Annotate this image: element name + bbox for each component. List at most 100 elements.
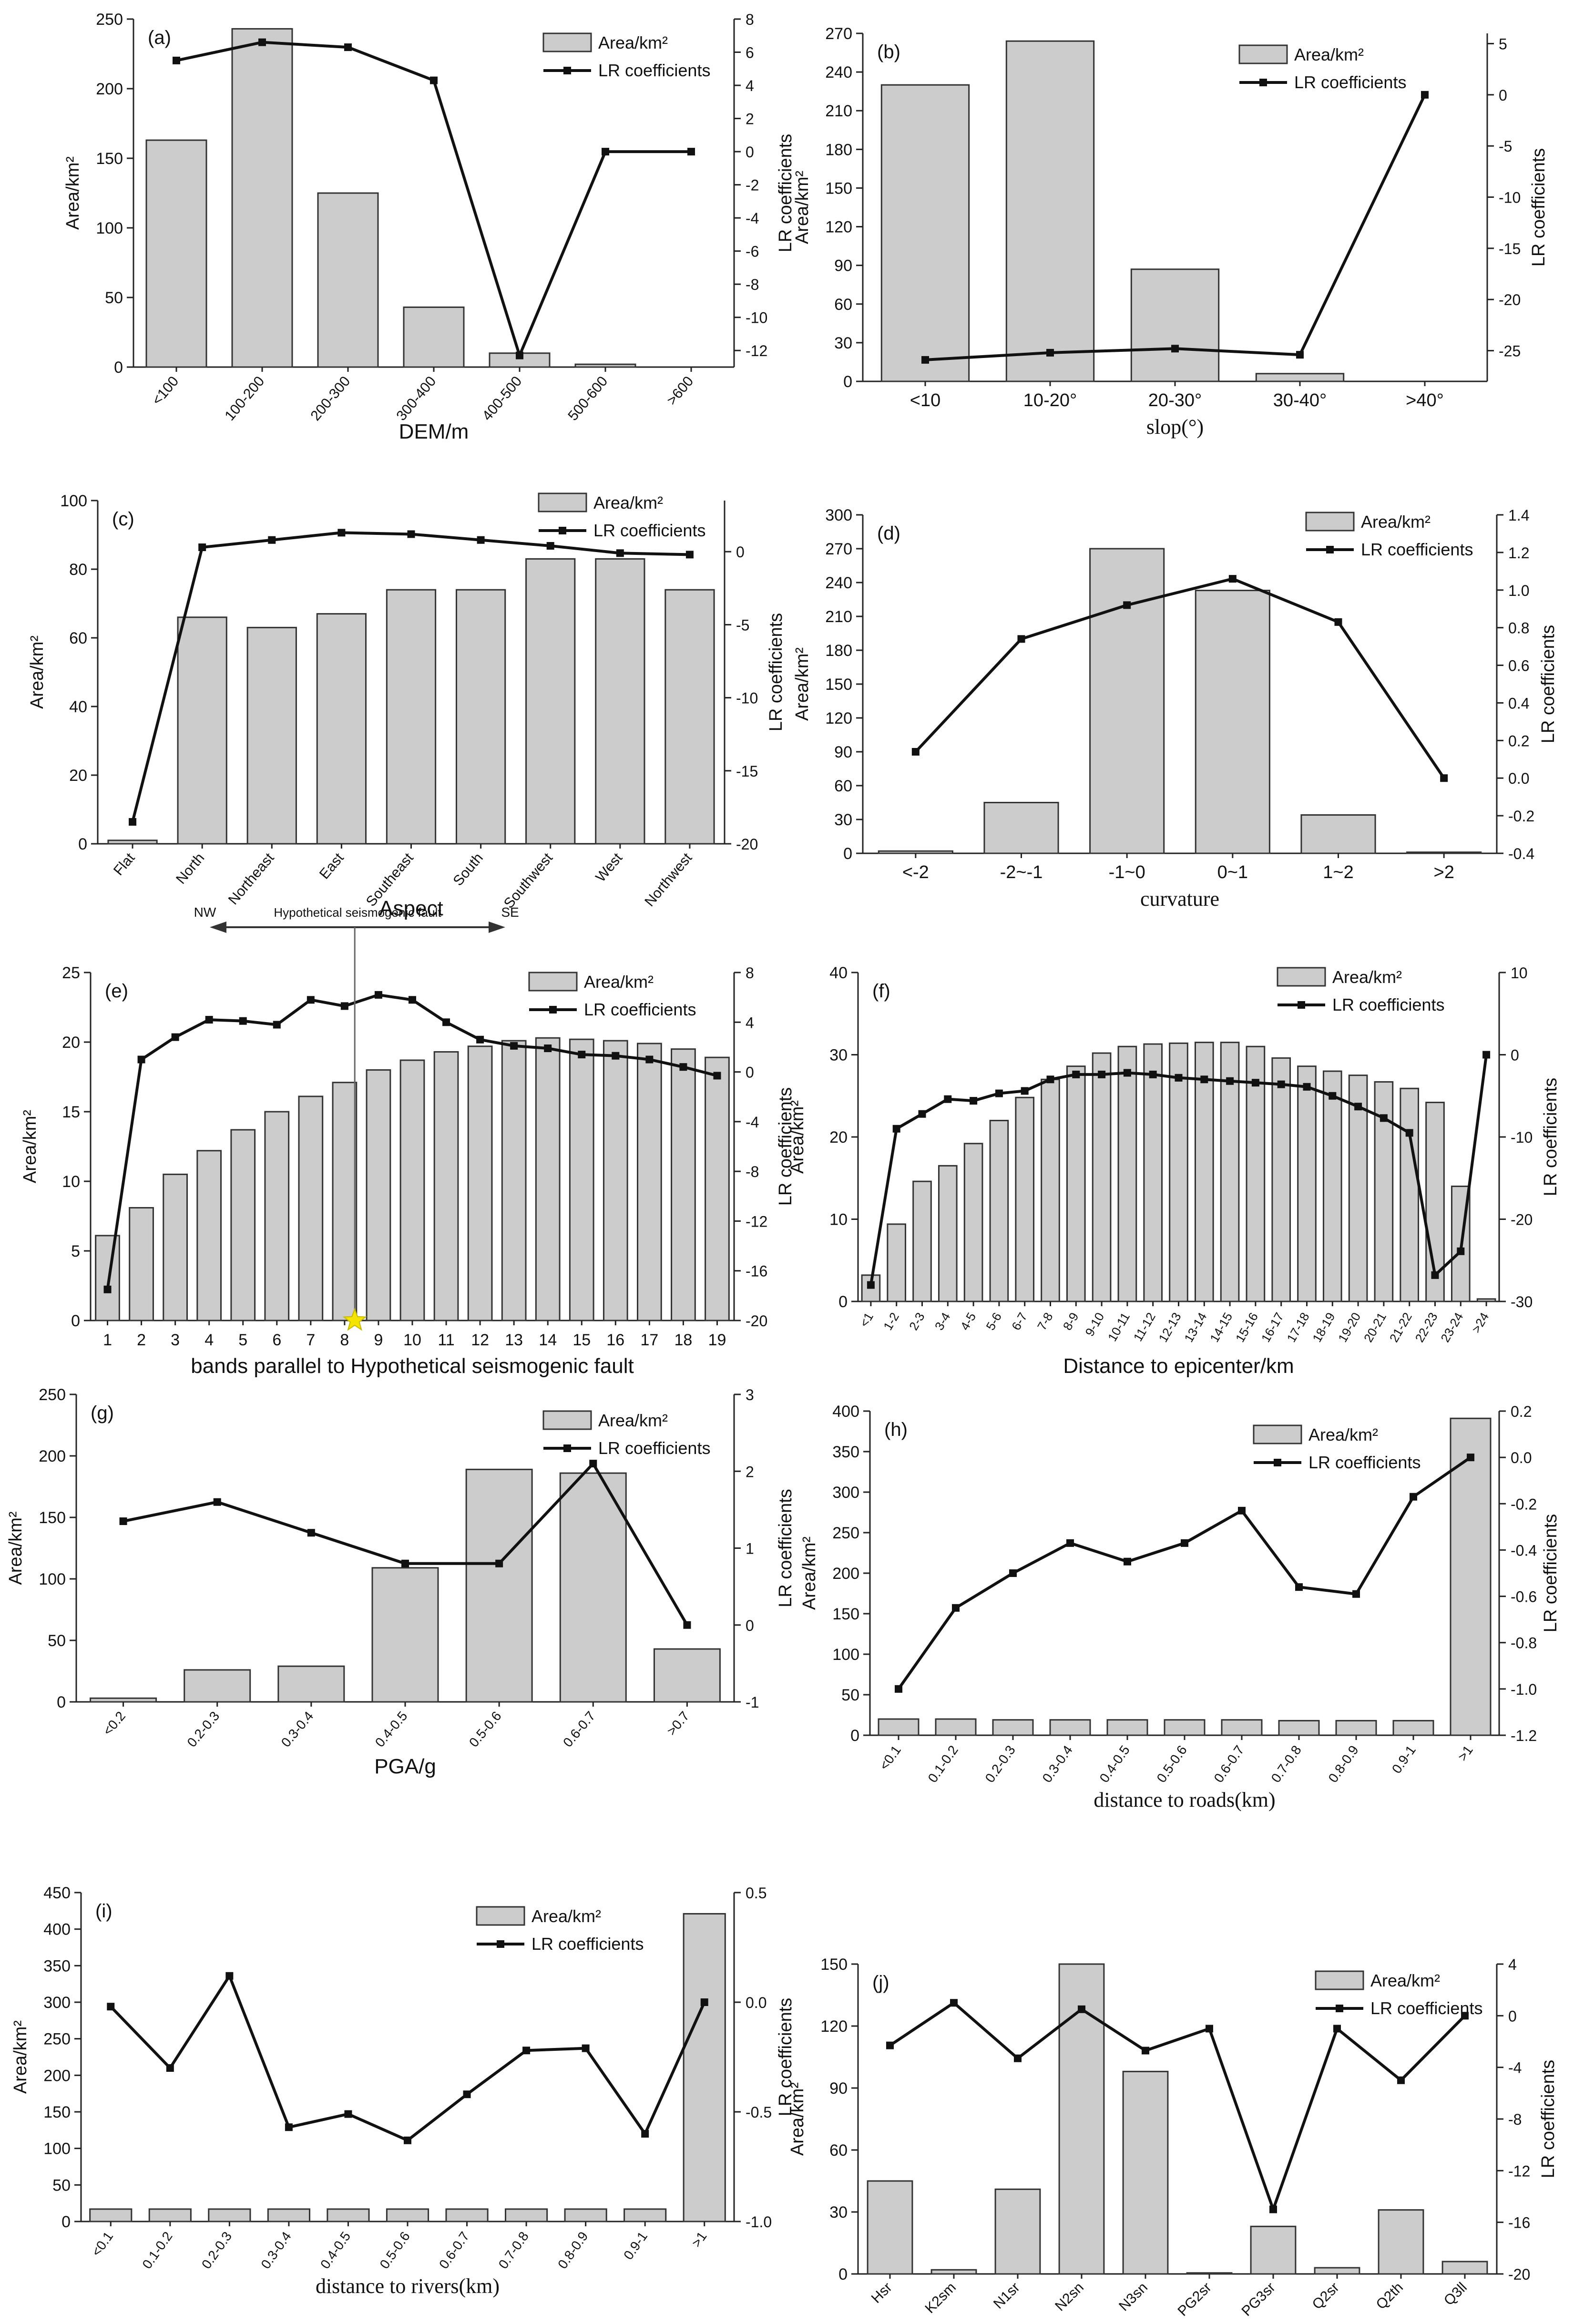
x-tick-label: 7-8: [1034, 1310, 1056, 1333]
x-axis-label: slop(°): [1146, 415, 1204, 439]
bar: [1143, 1043, 1163, 1302]
y-tick-label: 30: [834, 334, 852, 352]
lr-point: [1066, 1539, 1074, 1547]
bar: [623, 2208, 667, 2222]
lr-point: [239, 1017, 247, 1025]
lr-point: [307, 996, 315, 1004]
x-tick-label: >40°: [1406, 390, 1444, 410]
y2-tick-label: -20: [736, 836, 758, 853]
x-tick-label: 9-10: [1082, 1310, 1107, 1339]
lr-point: [582, 2044, 590, 2052]
y-tick-label: 150: [820, 1955, 848, 1974]
x-tick-label: 100-200: [222, 373, 267, 424]
y2-tick-label: 0: [736, 543, 745, 561]
bar: [1441, 2261, 1488, 2275]
lr-point: [918, 1110, 926, 1118]
y2-tick-label: 0.2: [1508, 732, 1529, 749]
lr-point: [683, 1621, 691, 1629]
lr-point: [970, 1097, 978, 1105]
bar: [89, 2208, 133, 2222]
x-tick-label: 11: [438, 1331, 454, 1349]
y-tick-label: 450: [43, 1884, 71, 1902]
y-tick-label: 300: [43, 1994, 71, 2012]
y2-tick-label: -15: [1499, 240, 1521, 257]
bar: [1221, 1719, 1263, 1736]
legend-bar-swatch: [538, 492, 587, 512]
bar: [1164, 1719, 1206, 1736]
lr-point: [544, 1044, 552, 1053]
lr-point: [1269, 2205, 1277, 2213]
bar: [1322, 1070, 1342, 1302]
y2-tick-label: 6: [746, 44, 754, 61]
bar: [569, 1038, 594, 1321]
y-tick-label: 210: [825, 608, 852, 626]
bar: [983, 802, 1059, 854]
lr-point: [1329, 1092, 1337, 1100]
lr-point: [1482, 1051, 1491, 1059]
x-tick-label: 200-300: [307, 373, 353, 424]
lr-point: [1334, 618, 1342, 626]
bar: [683, 1913, 726, 2222]
x-tick-label: 11-12: [1131, 1310, 1158, 1344]
x-tick-label: 0.7-0.8: [1268, 1743, 1304, 1785]
x-axis-label: curvature: [1140, 887, 1219, 911]
y2-tick-label: -10: [1511, 1129, 1533, 1146]
y2-tick-label: 0.8: [1508, 620, 1529, 637]
x-tick-label: 23-24: [1438, 1310, 1466, 1345]
lr-point: [198, 543, 206, 552]
x-tick-label: PG2sr: [1175, 2280, 1214, 2319]
x-tick-label: 0.8-0.9: [1326, 1743, 1361, 1785]
bar: [963, 1143, 983, 1302]
y-tick-label: 0: [838, 2265, 848, 2283]
bar: [1335, 1720, 1377, 1736]
x-tick-label: 3-4: [932, 1310, 953, 1333]
y-tick-label: 90: [834, 743, 852, 761]
legend-line-marker: [1274, 1459, 1281, 1466]
x-tick-label: 13-14: [1181, 1310, 1209, 1345]
y-tick-label: 15: [62, 1103, 80, 1121]
bar: [145, 139, 207, 368]
lr-point: [213, 1498, 221, 1506]
y2-axis-label: LR coefficients: [1541, 1078, 1561, 1197]
bar: [664, 589, 715, 845]
lr-point: [510, 1042, 518, 1050]
y-tick-label: 200: [832, 1565, 859, 1583]
bar: [938, 1165, 958, 1302]
panel-label: (h): [884, 1419, 908, 1440]
lr-point: [612, 1052, 620, 1060]
y-axis-label: Area/km²: [787, 1100, 807, 1174]
y2-tick-label: 2: [746, 1463, 754, 1480]
lr-point: [1072, 1070, 1080, 1078]
bar: [637, 1043, 662, 1321]
x-tick-label: 16: [606, 1331, 624, 1349]
y2-tick-label: 8: [746, 11, 754, 28]
x-tick-label: 0.8-0.9: [555, 2229, 591, 2272]
bar: [1106, 1719, 1148, 1736]
y2-tick-label: 0.5: [746, 1884, 767, 1902]
x-tick-label: 14: [539, 1331, 557, 1349]
y-tick-label: 0: [843, 845, 852, 863]
lr-point: [1009, 1569, 1017, 1577]
y2-tick-label: -1.2: [1511, 1727, 1537, 1744]
y2-tick-label: 0: [746, 1617, 754, 1634]
y2-tick-label: 0: [1499, 87, 1507, 104]
lr-point: [1226, 1077, 1234, 1085]
bar: [1122, 2070, 1169, 2275]
x-tick-label: 1: [103, 1331, 112, 1349]
x-axis-label: distance to rivers(km): [316, 2274, 500, 2298]
x-tick-label: -1~0: [1109, 862, 1145, 882]
lr-point: [1440, 774, 1448, 782]
bar: [316, 613, 367, 845]
y2-tick-label: -4: [746, 1114, 759, 1131]
y-tick-label: 0: [78, 835, 87, 853]
legend-label: Area/km²: [1294, 45, 1364, 64]
bar: [1476, 1298, 1496, 1302]
lr-point: [430, 76, 438, 84]
bar: [1278, 1720, 1320, 1736]
lr-point: [1017, 635, 1025, 643]
bar: [1392, 1720, 1434, 1736]
panel-label: (j): [872, 1972, 889, 1993]
lr-point: [546, 542, 554, 550]
x-tick-label: N2sn: [1052, 2280, 1087, 2314]
bar: [705, 1056, 730, 1321]
